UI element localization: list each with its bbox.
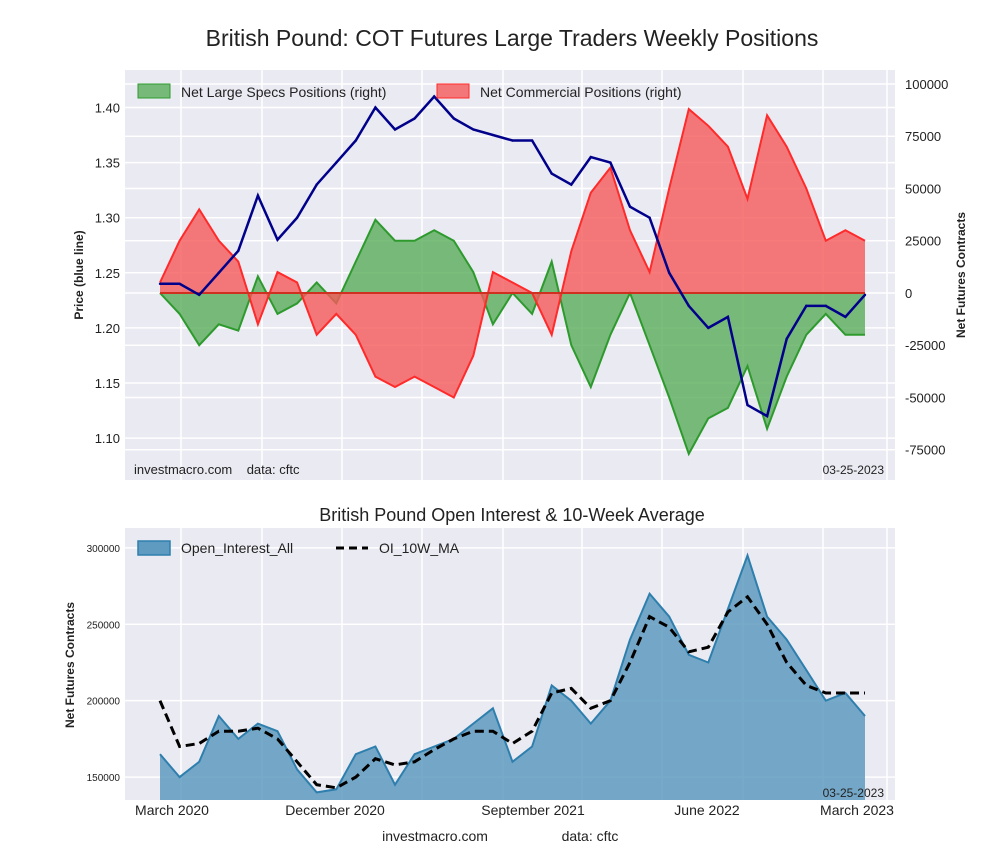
price-point [805,304,808,308]
price-point [374,106,377,109]
price-point [393,128,397,131]
bottom-y-tick-label: 200000 [87,697,121,708]
bottom-title: British Pound Open Interest & 10-Week Av… [319,505,705,525]
price-point [609,161,612,164]
top-date-annotation: 03-25-2023 [823,463,885,477]
bottom-y-tick-label: 250000 [87,620,121,631]
left-axis-label: Price (blue line) [72,230,86,319]
left-tick-label: 1.35 [95,156,120,171]
footer-data: data: cftc [562,828,619,844]
bottom-date-annotation: 03-25-2023 [823,786,885,800]
price-point [511,139,514,142]
price-point [158,282,162,286]
price-point [785,337,788,341]
commercial-area [160,109,865,398]
price-point [491,133,495,137]
left-tick-label: 1.40 [95,100,120,115]
price-point [530,139,534,142]
price-point [824,304,828,308]
left-tick-label: 1.15 [95,376,120,391]
right-tick-label: 25000 [905,234,941,249]
open-interest-line [159,552,866,794]
bottom-marks [158,552,866,800]
right-tick-label: -75000 [905,443,945,458]
price-point [276,238,279,241]
price-point [765,414,769,418]
x-tick-label: March 2020 [135,802,209,818]
bottom-y-tick-label: 300000 [87,544,121,555]
x-tick-label: June 2022 [674,802,740,818]
price-point [628,205,632,208]
main-title: British Pound: COT Futures Large Traders… [206,25,819,51]
top-source-annotation: investmacro.com data: cftc [134,462,300,477]
price-point [648,216,651,219]
price-point [746,403,749,407]
top-marks [158,94,867,457]
left-tick-label: 1.25 [95,266,120,281]
right-tick-label: 100000 [905,77,948,92]
price-point [256,194,260,197]
legend-label-ma: OI_10W_MA [379,540,460,556]
x-tick-label: December 2020 [285,802,385,818]
bottom-y-tick-label: 150000 [87,773,121,784]
price-point [452,117,455,120]
right-tick-label: -25000 [905,338,945,353]
right-tick-label: 50000 [905,181,941,196]
price-point [844,315,847,319]
specs-area [160,219,865,454]
price-point [589,155,593,159]
price-point [217,271,220,274]
x-tick-label: March 2023 [820,802,894,818]
price-point [726,315,730,319]
price-point [237,249,240,252]
x-tick-label: September 2021 [481,802,585,818]
left-tick-label: 1.10 [95,431,120,446]
legend-swatch-oi [137,540,171,556]
price-point [413,117,416,120]
right-tick-label: -50000 [905,390,945,405]
price-point [667,271,671,274]
right-tick-label: 75000 [905,129,941,144]
oi-10w-ma-line [158,594,865,790]
price-point [550,172,553,175]
right-axis-label: Net Futures Contracts [954,212,968,338]
commercial-line [159,107,866,399]
top-ticks: 1.10 1.15 1.20 1.25 1.30 1.35 1.40 -75000 -50000… [95,77,949,458]
bottom-axis-label: Net Futures Contracts [63,602,77,728]
price-point [354,139,358,142]
price-point [335,161,338,164]
bottom-legend: Open_Interest_All OI_10W_MA [137,540,460,556]
left-tick-label: 1.30 [95,211,120,226]
bottom-ticks: 150000 200000 250000 300000 March 2020 Decemb… [87,544,895,818]
top-legend: Net Large Specs Positions (right) Net Co… [137,83,682,100]
price-point [315,183,318,186]
legend-label-specs: Net Large Specs Positions (right) [181,84,386,100]
legend-label-commercial: Net Commercial Positions (right) [480,84,682,100]
legend-swatch-specs [137,83,171,99]
legend-label-oi: Open_Interest_All [181,540,293,556]
price-point [707,326,710,330]
price-point [295,216,299,219]
price-point [432,95,436,98]
open-interest-area [160,555,865,800]
right-tick-label: 0 [905,286,912,301]
price-point [687,304,690,308]
price-point [570,183,573,186]
left-tick-label: 1.20 [95,321,120,336]
price-point [863,293,867,297]
price-point [472,128,475,131]
price-point [197,293,201,297]
footer-site: investmacro.com [382,828,488,844]
legend-swatch-commercial [436,83,470,99]
price-point [178,282,181,286]
